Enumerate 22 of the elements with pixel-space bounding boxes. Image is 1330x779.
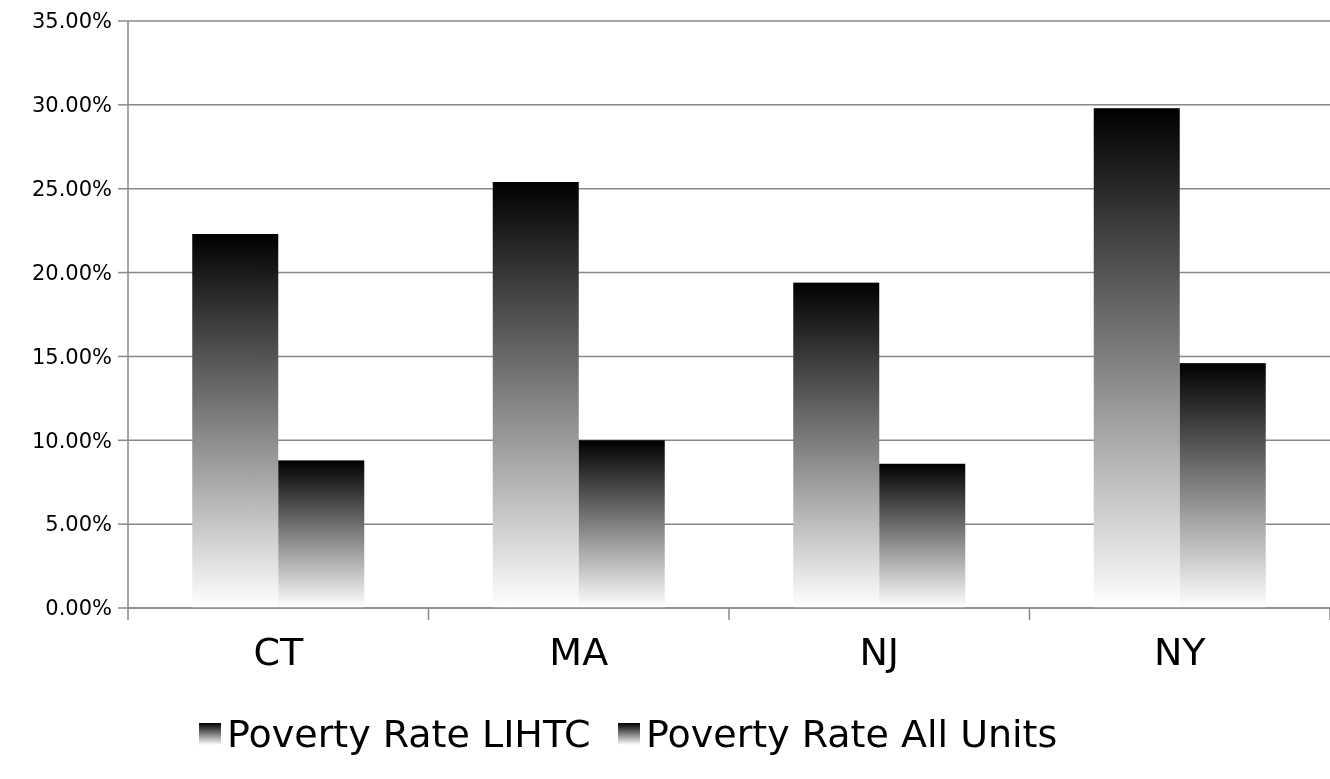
y-tick-label: 0.00% bbox=[45, 596, 112, 621]
y-tick-label: 5.00% bbox=[45, 512, 112, 537]
x-tick-label: MA bbox=[549, 630, 609, 674]
bar bbox=[492, 182, 579, 608]
y-tick-label: 10.00% bbox=[31, 428, 112, 453]
x-tick-label: NY bbox=[1153, 630, 1207, 674]
y-tick-label: 30.00% bbox=[31, 93, 112, 118]
bar bbox=[1093, 108, 1180, 608]
y-tick-label: 35.00% bbox=[31, 9, 112, 34]
bar bbox=[793, 282, 880, 608]
bar bbox=[278, 460, 365, 608]
x-tick-label: CT bbox=[253, 630, 304, 674]
x-tick-label: NJ bbox=[859, 630, 900, 674]
bar bbox=[578, 440, 665, 608]
bar bbox=[879, 463, 966, 608]
bar bbox=[1179, 363, 1266, 608]
y-tick-label: 20.00% bbox=[31, 260, 112, 285]
y-tick-label: 15.00% bbox=[31, 344, 112, 369]
legend-label: Poverty Rate LIHTC bbox=[227, 712, 591, 756]
legend-label: Poverty Rate All Units bbox=[646, 712, 1058, 756]
bar bbox=[192, 234, 279, 608]
y-tick-label: 25.00% bbox=[31, 177, 112, 202]
